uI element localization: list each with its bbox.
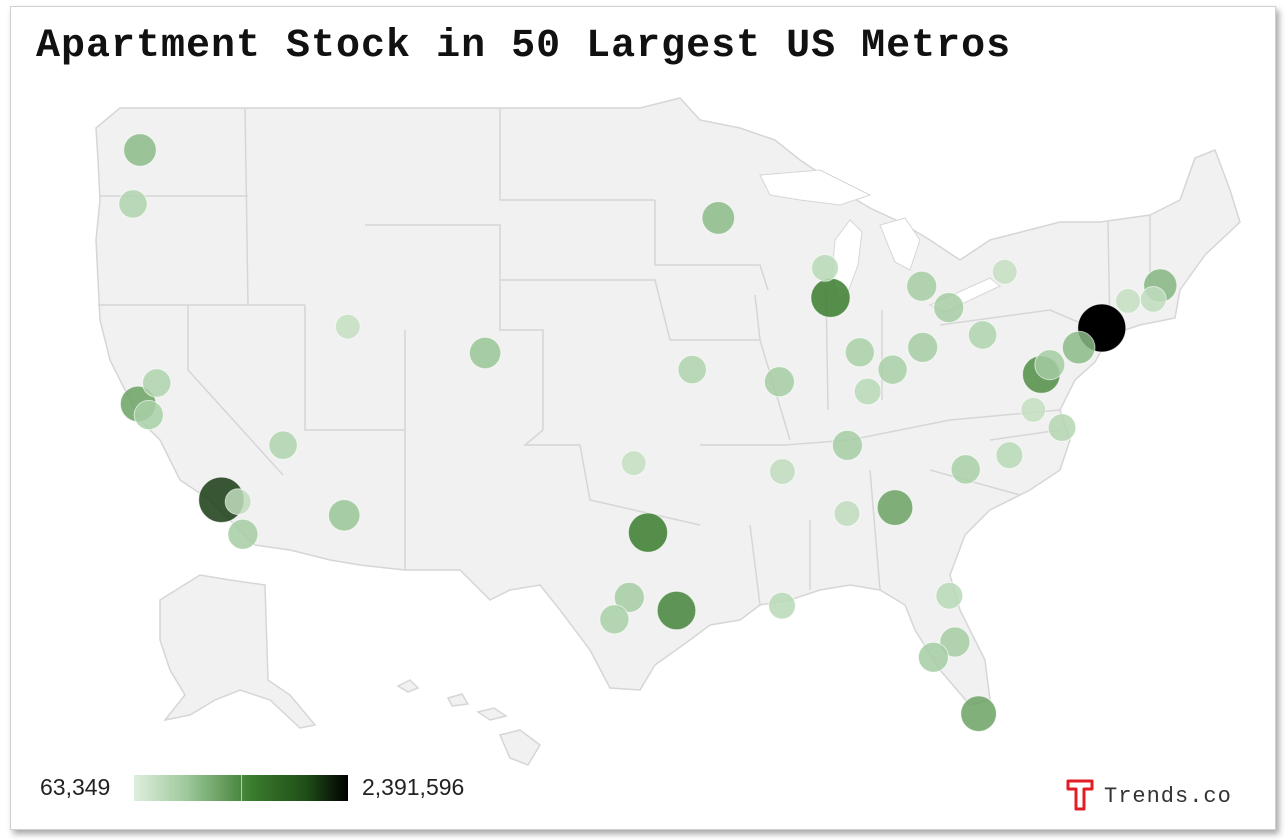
metro-bubble[interactable] <box>933 292 965 324</box>
metro-bubble[interactable] <box>833 500 861 527</box>
legend-max-label: 2,391,596 <box>362 774 465 800</box>
metro-bubble[interactable] <box>810 277 851 318</box>
hawaii-islands <box>396 679 541 766</box>
metro-bubble[interactable] <box>907 331 939 363</box>
metro-bubble[interactable] <box>123 133 157 167</box>
metro-bubble[interactable] <box>906 270 938 302</box>
metro-bubble[interactable] <box>224 488 252 516</box>
metro-bubble[interactable] <box>599 604 630 635</box>
metro-bubble[interactable] <box>768 591 796 620</box>
metro-bubble[interactable] <box>1139 286 1167 313</box>
metro-bubble[interactable] <box>227 518 259 550</box>
metro-bubble[interactable] <box>142 368 172 398</box>
metro-bubble[interactable] <box>613 581 645 613</box>
metro-bubbles <box>118 133 1178 733</box>
brand-name: Trends.co <box>1104 784 1232 809</box>
lake-superior <box>759 169 872 206</box>
metro-bubble[interactable] <box>118 189 148 219</box>
metro-bubble[interactable] <box>133 399 164 431</box>
metro-bubble[interactable] <box>677 354 707 385</box>
metro-bubble[interactable] <box>831 429 863 461</box>
alaska-landmass <box>159 574 317 729</box>
map-title: Apartment Stock in 50 Largest US Metros <box>36 24 1012 69</box>
metro-bubble[interactable] <box>935 581 964 610</box>
metro-bubble[interactable] <box>877 354 908 385</box>
metro-bubble[interactable] <box>1047 413 1077 442</box>
metro-bubble[interactable] <box>991 258 1018 285</box>
metro-bubble[interactable] <box>620 450 647 477</box>
metro-bubble[interactable] <box>950 454 981 485</box>
metro-bubble[interactable] <box>967 320 998 350</box>
metro-bubble[interactable] <box>763 366 795 398</box>
metro-bubble[interactable] <box>268 430 298 460</box>
metro-bubble[interactable] <box>876 489 914 526</box>
metro-bubble[interactable] <box>811 254 839 282</box>
metro-bubble[interactable] <box>1061 330 1096 365</box>
trends-t-logo-icon <box>1066 779 1094 811</box>
metro-bubble[interactable] <box>1115 288 1141 314</box>
metro-bubble[interactable] <box>701 201 736 235</box>
lake-huron <box>879 217 921 271</box>
metro-bubble[interactable] <box>960 695 997 733</box>
metro-bubble[interactable] <box>844 337 875 368</box>
legend-min-label: 63,349 <box>40 774 111 800</box>
metro-bubble[interactable] <box>1020 396 1047 423</box>
metro-bubble[interactable] <box>328 499 361 532</box>
metro-bubble[interactable] <box>334 313 361 340</box>
metro-bubble[interactable] <box>627 512 669 553</box>
metro-bubble[interactable] <box>656 590 697 631</box>
metro-bubble[interactable] <box>995 441 1024 470</box>
metro-bubble[interactable] <box>853 377 882 406</box>
legend-tick <box>241 775 242 801</box>
metro-bubble[interactable] <box>1034 349 1066 381</box>
metro-bubble[interactable] <box>468 336 502 370</box>
metro-bubble[interactable] <box>917 641 949 673</box>
metro-bubble[interactable] <box>769 458 796 485</box>
metro-bubble[interactable] <box>939 626 971 658</box>
